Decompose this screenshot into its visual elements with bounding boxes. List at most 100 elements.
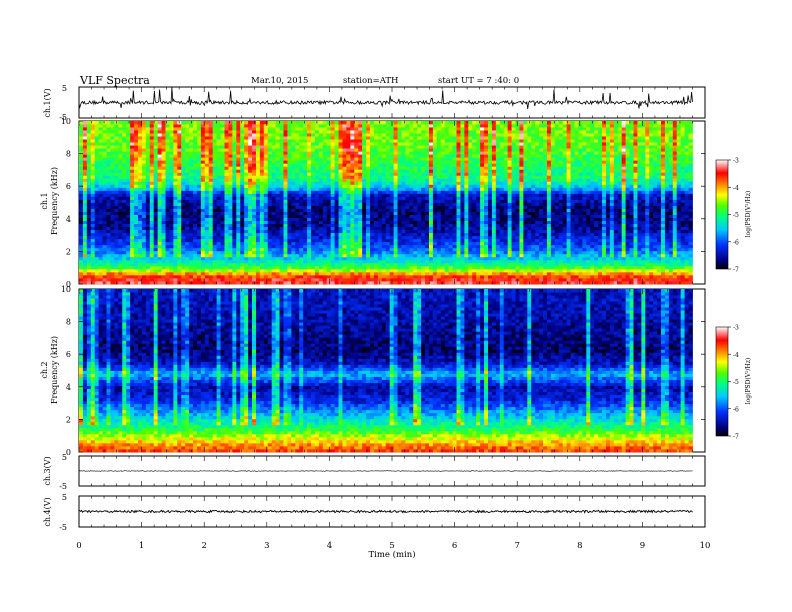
spectrogram-cell	[354, 275, 358, 278]
spectrogram-cell	[244, 157, 248, 160]
spectrogram-cell	[394, 166, 398, 169]
spectrogram-cell	[425, 254, 429, 257]
spectrogram-cell	[107, 142, 111, 145]
spectrogram-cell	[197, 169, 201, 172]
spectrogram-cell	[370, 212, 374, 215]
spectrogram-cell	[225, 230, 229, 233]
spectrogram-cell	[295, 193, 299, 196]
spectrogram-cell	[358, 154, 362, 157]
spectrogram-cell	[193, 181, 197, 184]
spectrogram-cell	[236, 121, 240, 124]
spectrogram-cell	[370, 227, 374, 230]
spectrogram-cell	[350, 254, 354, 257]
spectrogram-cell	[110, 254, 114, 257]
spectrogram-cell	[299, 263, 303, 266]
spectrogram-cell	[295, 130, 299, 133]
spectrogram-cell	[421, 236, 425, 239]
spectrogram-cell	[221, 121, 225, 124]
spectrogram-cell	[319, 278, 323, 281]
spectrogram-cell	[303, 163, 307, 166]
spectrogram-cell	[283, 224, 287, 227]
spectrogram-cell	[327, 260, 331, 263]
spectrogram-cell	[366, 254, 370, 257]
spectrogram-cell	[378, 239, 382, 242]
spectrogram-cell	[177, 203, 181, 206]
spectrogram-cell	[91, 154, 95, 157]
spectrogram-cell	[421, 239, 425, 242]
spectrogram-cell	[272, 199, 276, 202]
spectrogram-cell	[283, 221, 287, 224]
spectrogram-cell	[307, 145, 311, 148]
spectrogram-cell	[142, 257, 146, 260]
spectrogram-cell	[319, 124, 323, 127]
spectrogram-cell	[311, 242, 315, 245]
spectrogram-cell	[221, 221, 225, 224]
spectrogram-cell	[189, 169, 193, 172]
spectrogram-cell	[205, 233, 209, 236]
spectrogram-cell	[252, 224, 256, 227]
spectrogram-cell	[248, 145, 252, 148]
spectrogram-cell	[122, 166, 126, 169]
spectrogram-cell	[370, 130, 374, 133]
spectrogram-cell	[244, 142, 248, 145]
spectrogram-cell	[413, 184, 417, 187]
spectrogram-cell	[213, 272, 217, 275]
spectrogram-cell	[154, 209, 158, 212]
spectrogram-cell	[307, 281, 311, 284]
spectrogram-cell	[378, 218, 382, 221]
spectrogram-cell	[307, 166, 311, 169]
spectrogram-cell	[181, 130, 185, 133]
spectrogram-cell	[236, 148, 240, 151]
spectrogram-cell	[394, 181, 398, 184]
spectrogram-cell	[425, 230, 429, 233]
spectrogram-cell	[299, 151, 303, 154]
spectrogram-cell	[291, 184, 295, 187]
spectrogram-cell	[197, 236, 201, 239]
spectrogram-cell	[158, 224, 162, 227]
spectrogram-cell	[358, 251, 362, 254]
spectrogram-cell	[228, 133, 232, 136]
spectrogram-cell	[240, 218, 244, 221]
spectrogram-cell	[158, 139, 162, 142]
spectrogram-cell	[228, 130, 232, 133]
spectrogram-cell	[99, 251, 103, 254]
spectrogram-cell	[79, 142, 83, 145]
spectrogram-cell	[315, 193, 319, 196]
spectrogram-cell	[181, 172, 185, 175]
spectrogram-cell	[370, 242, 374, 245]
spectrogram-cell	[268, 215, 272, 218]
spectrogram-cell	[256, 257, 260, 260]
spectrogram-cell	[177, 172, 181, 175]
spectrogram-cell	[236, 193, 240, 196]
spectrogram-cell	[126, 245, 130, 248]
spectrogram-cell	[405, 278, 409, 281]
spectrogram-cell	[118, 245, 122, 248]
spectrogram-cell	[213, 203, 217, 206]
spectrogram-cell	[150, 127, 154, 130]
spectrogram-cell	[248, 148, 252, 151]
spectrogram-cell	[142, 187, 146, 190]
spectrogram-cell	[99, 248, 103, 251]
spectrogram-cell	[323, 215, 327, 218]
spectrogram-cell	[319, 199, 323, 202]
spectrogram-cell	[228, 184, 232, 187]
spectrogram-cell	[236, 275, 240, 278]
spectrogram-cell	[118, 257, 122, 260]
spectrogram-cell	[228, 175, 232, 178]
spectrogram-cell	[114, 163, 118, 166]
spectrogram-cell	[339, 248, 343, 251]
spectrogram-cell	[146, 166, 150, 169]
spectrogram-cell	[287, 142, 291, 145]
spectrogram-cell	[335, 272, 339, 275]
spectrogram-cell	[315, 248, 319, 251]
spectrogram-cell	[425, 269, 429, 272]
spectrogram-cell	[217, 127, 221, 130]
spectrogram-cell	[217, 163, 221, 166]
spectrogram-cell	[217, 227, 221, 230]
spectrogram-cell	[142, 221, 146, 224]
spectrogram-cell	[272, 124, 276, 127]
spectrogram-cell	[221, 127, 225, 130]
spectrogram-cell	[335, 178, 339, 181]
spectrogram-cell	[339, 157, 343, 160]
spectrogram-cell	[225, 263, 229, 266]
